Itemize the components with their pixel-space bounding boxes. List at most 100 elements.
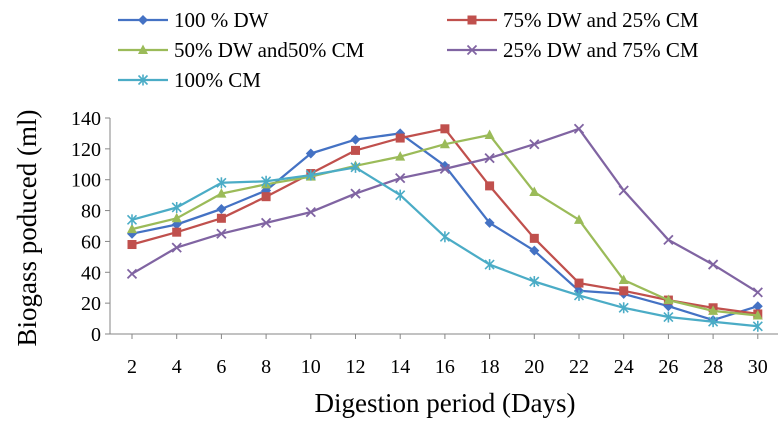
- y-axis-title: Biogass poduced (ml): [12, 110, 42, 347]
- data-point: [663, 234, 674, 246]
- marker-stroke: [216, 228, 227, 239]
- x-tick-label: 8: [261, 356, 271, 378]
- x-tick-label: 16: [435, 356, 455, 378]
- marker-stroke: [529, 139, 540, 150]
- data-point: [126, 214, 138, 226]
- data-point: [529, 186, 540, 197]
- data-point: [663, 311, 674, 323]
- data-point: [439, 138, 450, 149]
- chart-legend: 100 % DW 75% DW and 25% CM 50% DW and50% C…: [118, 8, 699, 92]
- marker-stroke: [126, 268, 138, 279]
- x-tick-label: 2: [127, 356, 137, 378]
- data-point: [529, 233, 539, 243]
- data-point: [752, 309, 763, 320]
- marker-stroke: [484, 152, 495, 164]
- data-point: [216, 213, 226, 223]
- y-tick-label: 120: [71, 139, 101, 161]
- data-point: [708, 305, 719, 315]
- data-point: [395, 133, 405, 143]
- data-point: [172, 227, 182, 237]
- x-tick-label: 4: [172, 356, 182, 378]
- legend-marker: [138, 15, 148, 25]
- data-point: [707, 259, 719, 270]
- x-tick-label: 6: [216, 356, 226, 378]
- data-point: [618, 274, 629, 284]
- legend-marker: [137, 74, 149, 86]
- marker-stroke: [707, 259, 719, 270]
- legend-entry: 100% CM: [118, 68, 261, 92]
- data-point: [573, 289, 585, 301]
- y-tick-label: 100: [71, 170, 101, 192]
- x-tick-label: 12: [346, 356, 366, 378]
- marker-stroke: [395, 173, 406, 184]
- data-point: [618, 185, 629, 196]
- data-point: [484, 217, 495, 228]
- data-point: [260, 217, 272, 229]
- series-3: [127, 129, 763, 320]
- data-point: [573, 123, 585, 134]
- data-point: [439, 163, 451, 175]
- data-point: [261, 192, 271, 202]
- legend-label: 75% DW and 25% CM: [503, 8, 699, 32]
- data-point: [171, 212, 182, 223]
- data-point: [171, 201, 182, 213]
- legend-entry: 25% DW and 75% CM: [447, 38, 699, 62]
- data-point: [618, 302, 629, 314]
- legend-label: 25% DW and 75% CM: [503, 38, 699, 62]
- data-point: [484, 129, 495, 139]
- x-tick-label: 10: [301, 356, 321, 378]
- data-point: [752, 320, 763, 332]
- data-point: [752, 287, 763, 298]
- data-point: [305, 148, 316, 159]
- data-point: [127, 223, 137, 234]
- marker-stroke: [305, 206, 316, 218]
- x-axis-title: Digestion period (Days): [315, 388, 576, 418]
- data-point: [440, 124, 450, 134]
- x-tick-label: 14: [390, 356, 410, 378]
- data-point: [395, 173, 406, 184]
- legend-label: 100% CM: [174, 68, 261, 92]
- data-point: [216, 177, 227, 189]
- data-point: [127, 240, 137, 250]
- x-tick-label: 28: [703, 356, 723, 378]
- series-line: [131, 127, 759, 294]
- data-point: [619, 286, 629, 296]
- marker-stroke: [439, 163, 451, 175]
- data-point: [216, 228, 227, 239]
- x-tick-label: 30: [748, 356, 768, 378]
- data-point: [351, 145, 360, 155]
- series-5: [126, 161, 763, 332]
- legend-entry: 100 % DW: [118, 8, 269, 32]
- series-2: [127, 124, 763, 319]
- x-tick-label: 20: [524, 356, 544, 378]
- marker-stroke: [618, 185, 629, 196]
- data-point: [305, 206, 316, 218]
- data-point: [350, 188, 361, 199]
- data-point: [708, 316, 719, 328]
- marker-stroke: [350, 188, 361, 199]
- marker-stroke: [171, 242, 182, 253]
- data-point: [752, 301, 763, 312]
- data-point: [350, 134, 361, 145]
- data-point: [484, 152, 495, 164]
- y-tick-label: 60: [81, 231, 101, 253]
- data-point: [529, 245, 540, 256]
- legend-marker: [466, 44, 478, 56]
- marker-stroke: [663, 234, 674, 246]
- legend-marker: [467, 15, 477, 25]
- x-tick-label: 24: [614, 356, 634, 378]
- marker-stroke: [466, 44, 478, 56]
- y-tick-label: 140: [71, 108, 101, 130]
- data-point: [529, 276, 540, 288]
- marker-stroke: [752, 287, 763, 298]
- data-point: [574, 214, 584, 224]
- y-tick-label: 0: [91, 324, 101, 346]
- data-point: [216, 204, 227, 215]
- series-4: [126, 123, 763, 298]
- legend-entry: 75% DW and 25% CM: [447, 8, 699, 32]
- plot-area: [126, 123, 763, 332]
- data-point: [439, 231, 450, 243]
- y-tick-label: 80: [81, 201, 101, 223]
- data-point: [485, 181, 495, 191]
